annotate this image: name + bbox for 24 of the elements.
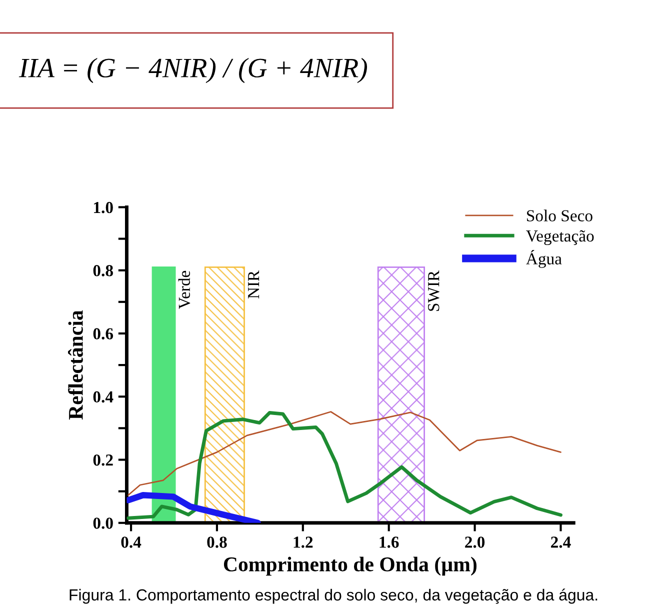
x-axis-title: Comprimento de Onda (µm) bbox=[224, 556, 476, 576]
text: Figura 1. Comportamento espectral do solo seco, da vegetação e da água. bbox=[70, 588, 598, 604]
band-label: SWIR bbox=[428, 270, 440, 311]
x-tick-label: 1.2 bbox=[294, 536, 313, 548]
legend-label: Solo Seco bbox=[527, 210, 592, 222]
y-tick-label: 0.0 bbox=[93, 518, 113, 529]
y-tick-label: 0.2 bbox=[93, 454, 113, 466]
line-series bbox=[126, 410, 562, 520]
y-axis-title: Reflectância bbox=[68, 310, 83, 420]
x-tick-label: 0.4 bbox=[121, 536, 142, 548]
y-tick-label: 0.4 bbox=[93, 391, 114, 403]
band-label: NIR bbox=[248, 270, 260, 299]
y-tick-label: 0.6 bbox=[93, 328, 114, 340]
y-tick-label: 1.0 bbox=[94, 202, 113, 214]
legend-label: Água bbox=[526, 250, 562, 268]
x-tick-label: 2.4 bbox=[551, 536, 571, 548]
line-series bbox=[128, 411, 562, 496]
legend-label: Vegetação bbox=[526, 230, 594, 246]
text: IIA = (G − 4NIR) / (G + 4NIR) bbox=[18, 58, 368, 84]
x-tick-label: 0.8 bbox=[207, 536, 227, 548]
x-tick-label: 1.6 bbox=[380, 536, 399, 548]
y-tick-label: 0.8 bbox=[93, 265, 113, 276]
band-label: Verde bbox=[178, 270, 190, 310]
x-tick-label: 2.0 bbox=[465, 536, 485, 548]
